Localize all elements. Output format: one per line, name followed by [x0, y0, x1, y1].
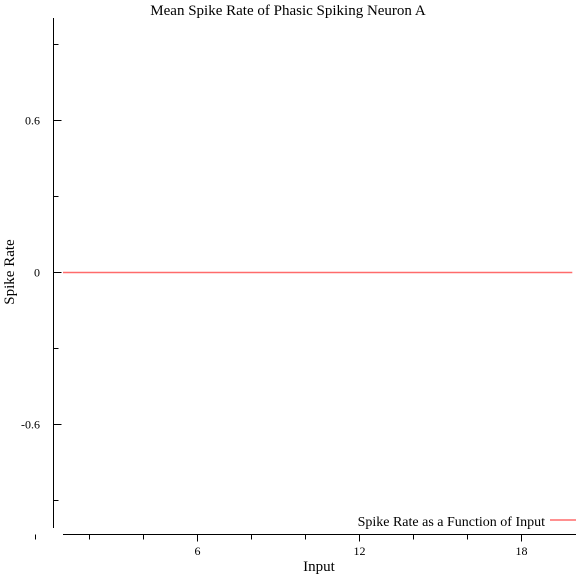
x-axis-label: Input	[303, 559, 335, 575]
y-tick-label: -0.6	[21, 418, 40, 432]
legend-entry-label: Spike Rate as a Function of Input	[358, 515, 546, 530]
legend: Spike Rate as a Function of Input	[358, 515, 576, 530]
y-tick-label: 0	[34, 266, 40, 280]
x-tick-label: 18	[516, 544, 528, 558]
chart-title: Mean Spike Rate of Phasic Spiking Neuron…	[150, 3, 426, 19]
y-axis-label: Spike Rate	[2, 239, 18, 305]
y-axis-ticks: 0.6 0 -0.6	[21, 44, 62, 501]
x-tick-label: 6	[195, 544, 201, 558]
y-tick-label: 0.6	[25, 114, 40, 128]
x-tick-label: 12	[354, 544, 366, 558]
x-axis-ticks: 6 12 18	[35, 534, 528, 558]
